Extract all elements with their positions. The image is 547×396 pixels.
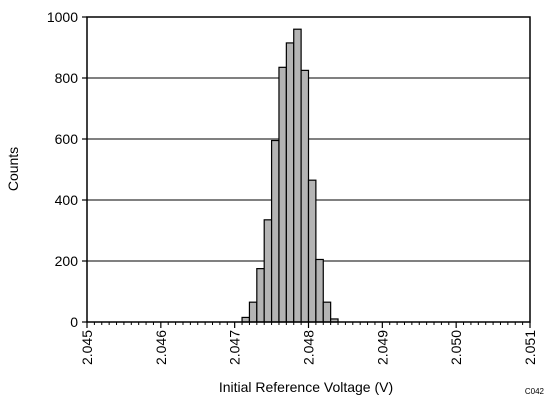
y-tick-label: 0 bbox=[70, 314, 78, 330]
bar bbox=[278, 66, 287, 323]
x-tick-label: 2.046 bbox=[153, 330, 169, 365]
bar bbox=[307, 179, 317, 323]
y-tick-label: 400 bbox=[55, 192, 79, 208]
bar bbox=[248, 301, 258, 323]
x-tick-label: 2.051 bbox=[522, 330, 538, 365]
bar bbox=[293, 28, 302, 323]
bar bbox=[285, 42, 295, 323]
x-tick-label: 2.047 bbox=[227, 330, 243, 365]
bar bbox=[256, 268, 265, 323]
x-tick-label: 2.048 bbox=[301, 330, 317, 365]
y-tick-label: 1000 bbox=[47, 9, 78, 25]
bar bbox=[263, 219, 273, 323]
x-tick-label: 2.045 bbox=[79, 330, 95, 365]
bar bbox=[300, 69, 310, 323]
bar bbox=[315, 258, 324, 323]
bar bbox=[270, 139, 280, 323]
x-tick-label: 2.050 bbox=[448, 330, 464, 365]
y-tick-label: 800 bbox=[55, 70, 79, 86]
x-tick-label: 2.049 bbox=[374, 330, 390, 365]
y-axis-title: Counts bbox=[5, 147, 21, 191]
y-tick-label: 600 bbox=[55, 131, 79, 147]
x-axis-ticks: 2.045 2.046 2.047 2.048 2.049 2.050 2.051 bbox=[79, 322, 538, 365]
x-axis-title: Initial Reference Voltage (V) bbox=[219, 379, 393, 395]
y-tick-label: 200 bbox=[55, 253, 79, 269]
bars bbox=[241, 28, 339, 323]
y-axis-ticks: 0 200 400 600 800 1000 bbox=[47, 9, 87, 330]
bar bbox=[322, 301, 332, 323]
figure-code: C042 bbox=[525, 387, 545, 396]
